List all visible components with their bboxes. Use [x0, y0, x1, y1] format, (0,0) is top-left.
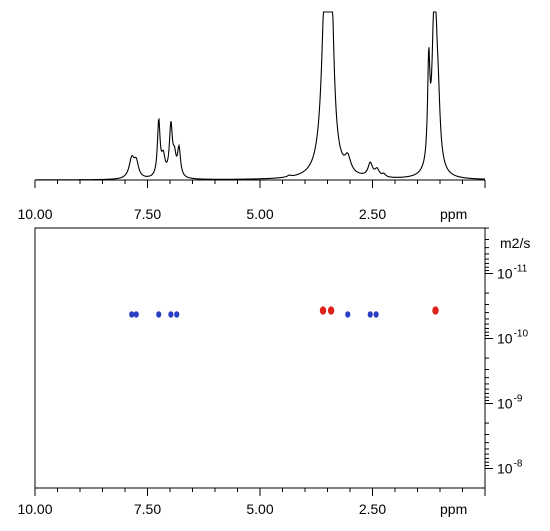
dosy-x-tick-label: 5.00 [246, 501, 273, 517]
spectrum-x-tick-labels: 10.00 7.50 5.00 2.50 [17, 206, 386, 222]
dosy-point-blue [129, 311, 134, 317]
dosy-y-tick-label: 10-8 [497, 459, 523, 477]
dosy-points [129, 306, 439, 317]
spectrum-x-axis-label: ppm [440, 206, 467, 222]
spectrum-tick-label: 10.00 [17, 206, 52, 222]
spectrum-tick-label: 2.50 [359, 206, 386, 222]
dosy-point-red [320, 306, 326, 314]
dosy-x-axis-label: ppm [440, 501, 467, 517]
dosy-point-blue [134, 311, 139, 317]
dosy-point-blue [174, 311, 179, 317]
dosy-y-tick-label: 10-9 [497, 394, 523, 412]
dosy-point-blue [374, 311, 379, 317]
dosy-point-blue [368, 311, 373, 317]
spectrum-tick-label: 7.50 [134, 206, 161, 222]
dosy-x-tick-label: 2.50 [359, 501, 386, 517]
dosy-x-ticks [35, 488, 485, 496]
dosy-y-tick-labels: 10-11 10-10 10-9 10-8 [497, 264, 528, 477]
dosy-y-tick-label: 10-11 [497, 264, 528, 282]
spectrum-panel: 10.00 7.50 5.00 2.50 ppm [17, 12, 485, 222]
dosy-point-blue [168, 311, 173, 317]
dosy-point-red [328, 306, 334, 314]
dosy-plot-frame [35, 228, 485, 488]
dosy-x-tick-labels: 10.00 7.50 5.00 2.50 [17, 501, 386, 517]
dosy-point-blue [156, 311, 161, 317]
dosy-point-red [432, 306, 438, 314]
dosy-x-tick-label: 7.50 [134, 501, 161, 517]
dosy-y-axis-label: m2/s [500, 235, 530, 251]
dosy-panel: 10.00 7.50 5.00 2.50 10-11 10-10 10-9 10-8 ppm… [17, 228, 530, 517]
dosy-point-blue [345, 311, 350, 317]
spectrum-line [35, 12, 485, 180]
spectrum-x-ticks [35, 180, 485, 188]
spectrum-tick-label: 5.00 [246, 206, 273, 222]
dosy-x-tick-label: 10.00 [17, 501, 52, 517]
dosy-y-tick-label: 10-10 [497, 329, 528, 347]
dosy-y-ticks [485, 228, 493, 468]
